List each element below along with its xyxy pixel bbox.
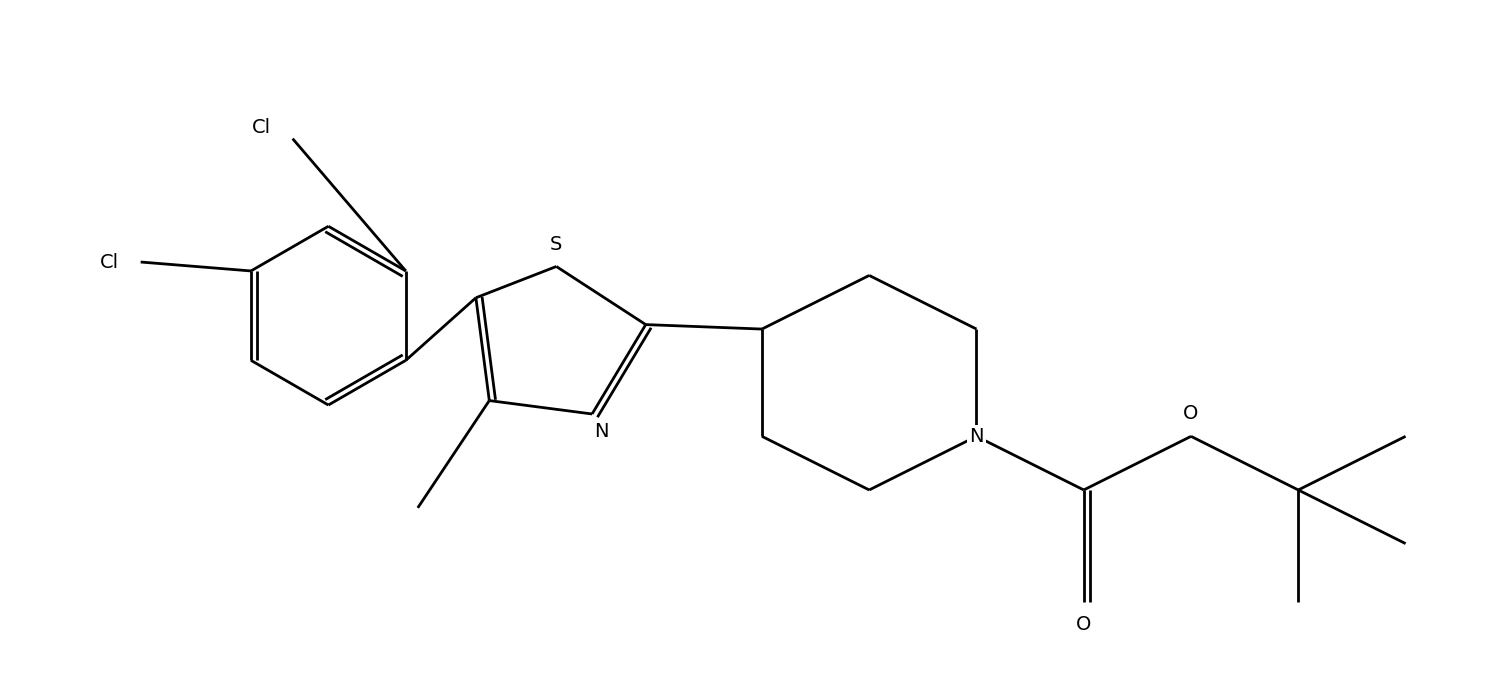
Text: N: N: [593, 422, 608, 441]
Text: Cl: Cl: [99, 253, 119, 272]
Text: S: S: [550, 235, 563, 254]
Text: O: O: [1184, 404, 1199, 423]
Text: N: N: [970, 427, 983, 446]
Text: Cl: Cl: [252, 118, 271, 137]
Text: O: O: [1077, 614, 1092, 633]
